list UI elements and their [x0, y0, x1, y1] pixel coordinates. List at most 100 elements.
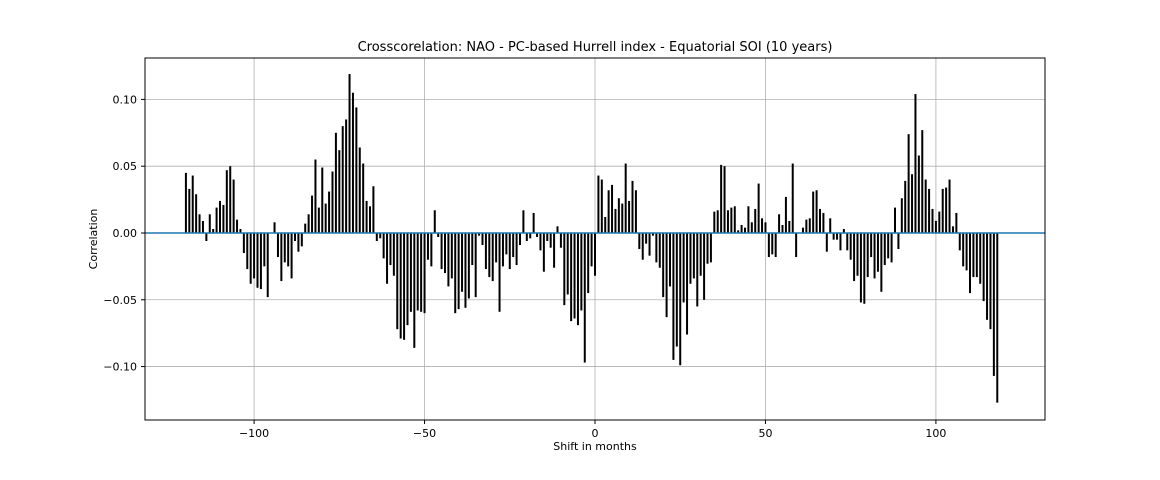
correlation-bar [713, 211, 716, 233]
correlation-bar [866, 232, 869, 278]
x-tick-label: −50 [413, 427, 436, 440]
correlation-bar [955, 212, 958, 233]
correlation-bar [634, 190, 637, 233]
correlation-bar [750, 222, 753, 233]
correlation-bar [345, 119, 348, 233]
correlation-bar [307, 214, 310, 233]
correlation-bar [819, 208, 821, 233]
correlation-bar [720, 164, 723, 233]
correlation-bar [900, 198, 903, 233]
correlation-bar [566, 232, 569, 295]
correlation-bar [842, 228, 845, 233]
correlation-bar [832, 232, 835, 240]
correlation-bar [331, 171, 334, 233]
correlation-bar [372, 186, 375, 233]
correlation-bar [876, 232, 879, 272]
correlation-bar [672, 232, 675, 360]
correlation-bar [300, 232, 303, 247]
correlation-bar [236, 219, 239, 233]
correlation-bar [481, 232, 484, 246]
correlation-bar [495, 232, 498, 263]
correlation-bar [297, 232, 300, 252]
correlation-bar [324, 203, 327, 233]
correlation-bar [617, 198, 620, 233]
correlation-bar [246, 232, 249, 270]
correlation-bar [283, 232, 286, 263]
correlation-bar [546, 232, 549, 242]
correlation-bar [795, 232, 798, 258]
correlation-bar [454, 232, 457, 314]
correlation-bar [641, 232, 644, 260]
x-axis-label: Shift in months [553, 440, 637, 453]
correlation-bar [829, 218, 832, 233]
correlation-bar [914, 94, 917, 233]
correlation-bar [294, 232, 296, 242]
correlation-bar [696, 232, 699, 307]
correlation-bar [764, 222, 767, 233]
correlation-bar [648, 232, 651, 256]
correlation-bar [358, 147, 361, 233]
chart-title: Crosscorelation: NAO - PC-based Hurrell … [358, 40, 833, 55]
correlation-bar [382, 232, 385, 259]
correlation-bar [590, 232, 593, 267]
correlation-bar [979, 232, 982, 284]
correlation-bar [628, 200, 631, 233]
correlation-bar [917, 155, 920, 233]
correlation-bar [440, 232, 443, 270]
correlation-bar [982, 232, 985, 302]
correlation-bar [351, 92, 354, 233]
correlation-bar [904, 180, 907, 233]
correlation-bar [437, 232, 440, 237]
correlation-bar [311, 195, 314, 233]
correlation-bar [212, 228, 215, 233]
correlation-bar [386, 232, 389, 284]
correlation-bar [972, 232, 975, 278]
correlation-bar [478, 232, 481, 236]
correlation-bar [665, 232, 668, 318]
correlation-bar [290, 232, 293, 279]
correlation-bar [399, 232, 402, 339]
correlation-bar [788, 220, 791, 233]
correlation-bar [392, 232, 395, 276]
correlation-bar [222, 204, 225, 233]
correlation-bar [686, 232, 689, 335]
correlation-bar [600, 179, 603, 233]
correlation-bar [624, 163, 627, 233]
correlation-bar [597, 175, 600, 233]
correlation-bar [669, 232, 671, 287]
correlation-bar [754, 208, 757, 233]
correlation-bar [375, 232, 378, 242]
correlation-bar [658, 232, 661, 268]
correlation-bar [883, 232, 886, 266]
correlation-bar [836, 232, 839, 240]
correlation-bar [467, 232, 470, 299]
correlation-bar [726, 210, 729, 233]
correlation-bar [587, 232, 590, 294]
x-tick-label: 50 [758, 427, 772, 440]
correlation-bar [461, 232, 464, 292]
correlation-bar [409, 232, 412, 312]
correlation-bar [856, 232, 859, 276]
correlation-bar [737, 230, 740, 233]
correlation-bar [229, 166, 232, 233]
correlation-bar [426, 232, 429, 260]
axis-ticks: −100 −50 0 50 100 0.10 0.05 0.00 −0.05 −0.10 [103, 93, 946, 440]
correlation-bar [457, 232, 460, 310]
correlation-bar [525, 232, 528, 242]
correlation-bar [328, 191, 331, 233]
correlation-bar [195, 194, 198, 233]
correlation-bar [911, 174, 914, 233]
correlation-bar [682, 232, 685, 303]
correlation-bar [645, 232, 648, 244]
correlation-bar [542, 232, 545, 272]
correlation-bar [498, 232, 501, 312]
correlation-bar [317, 207, 320, 233]
correlation-bar [341, 126, 344, 233]
correlation-bar [256, 232, 259, 288]
correlation-bar [559, 232, 562, 248]
correlation-bar [962, 232, 965, 267]
correlation-bar [709, 232, 712, 263]
y-tick-label: −0.05 [103, 294, 137, 307]
correlation-bar [890, 232, 893, 263]
